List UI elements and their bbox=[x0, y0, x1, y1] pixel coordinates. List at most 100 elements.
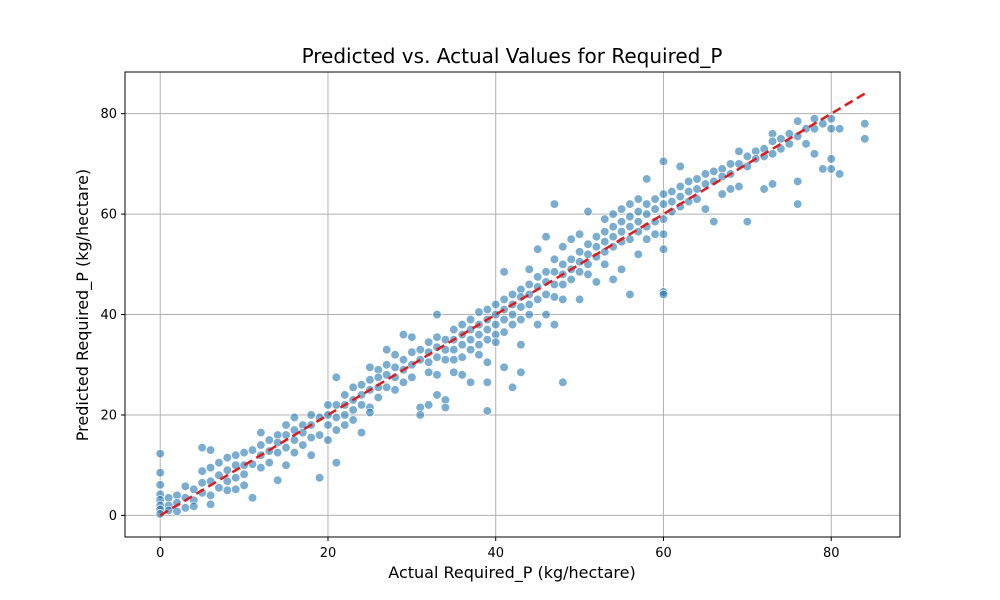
scatter-point bbox=[633, 216, 643, 227]
scatter-point bbox=[860, 119, 870, 129]
scatter-point bbox=[591, 232, 602, 242]
scatter-point bbox=[289, 435, 300, 445]
scatter-point bbox=[273, 447, 283, 458]
scatter-point bbox=[465, 314, 476, 325]
scatter-point bbox=[340, 410, 350, 420]
scatter-point bbox=[231, 473, 241, 483]
scatter-point bbox=[331, 400, 342, 410]
scatter-point bbox=[759, 184, 769, 194]
scatter-point bbox=[692, 184, 702, 194]
scatter-point bbox=[289, 447, 300, 458]
scatter-point bbox=[189, 501, 199, 512]
y-tick-label: 20 bbox=[100, 408, 117, 423]
x-axis-label: Actual Required_P (kg/hectare) bbox=[388, 563, 635, 583]
scatter-point bbox=[398, 377, 409, 387]
scatter-point bbox=[155, 468, 165, 478]
scatter-point bbox=[524, 299, 534, 310]
reference-line bbox=[159, 92, 866, 517]
scatter-point bbox=[449, 355, 459, 365]
scatter-point bbox=[398, 329, 409, 340]
scatter-point bbox=[491, 337, 501, 347]
scatter-point bbox=[700, 179, 711, 189]
scatter-point bbox=[767, 179, 778, 189]
scatter-point bbox=[625, 199, 635, 209]
scatter-point bbox=[474, 340, 484, 350]
scatter-point bbox=[306, 450, 316, 460]
scatter-point bbox=[709, 166, 719, 177]
scatter-point bbox=[591, 242, 602, 252]
y-tick-label: 40 bbox=[100, 308, 117, 323]
scatter-point bbox=[793, 131, 803, 141]
scatter-point bbox=[440, 402, 451, 413]
scatter-point bbox=[499, 314, 509, 325]
scatter-point bbox=[608, 274, 618, 285]
scatter-point bbox=[189, 484, 199, 494]
scatter-point bbox=[205, 445, 216, 455]
scatter-point bbox=[834, 169, 845, 179]
scatter-point bbox=[314, 473, 325, 483]
scatter-point bbox=[558, 294, 568, 305]
scatter-point bbox=[423, 337, 434, 347]
scatter-point bbox=[256, 463, 266, 473]
scatter-point bbox=[650, 194, 660, 204]
scatter-point bbox=[264, 458, 274, 468]
scatter-point bbox=[440, 355, 451, 365]
y-tick-label: 60 bbox=[100, 208, 117, 223]
scatter-point bbox=[658, 289, 669, 300]
scatter-point bbox=[507, 382, 518, 393]
scatter-point bbox=[507, 319, 518, 330]
scatter-point bbox=[675, 191, 685, 202]
scatter-point bbox=[625, 211, 635, 222]
scatter-point bbox=[323, 435, 333, 445]
scatter-point bbox=[533, 294, 543, 305]
scatter-point bbox=[826, 114, 836, 124]
scatter-point bbox=[642, 199, 652, 209]
scatter-point bbox=[222, 476, 232, 486]
scatter-point bbox=[306, 410, 316, 420]
scatter-point bbox=[642, 234, 652, 244]
scatter-point bbox=[616, 216, 627, 227]
y-tick-label: 80 bbox=[100, 107, 117, 122]
scatter-point bbox=[683, 186, 694, 197]
scatter-point bbox=[407, 332, 417, 342]
scatter-point bbox=[423, 400, 434, 410]
scatter-point bbox=[533, 319, 543, 330]
scatter-point bbox=[482, 304, 492, 315]
scatter-point bbox=[432, 390, 442, 400]
scatter-point bbox=[331, 372, 342, 382]
scatter-point bbox=[549, 267, 560, 277]
scatter-point bbox=[826, 154, 836, 164]
scatter-point bbox=[558, 279, 568, 290]
scatter-point bbox=[382, 370, 392, 380]
scatter-point bbox=[675, 161, 685, 172]
scatter-point bbox=[700, 204, 711, 214]
scatter-point bbox=[616, 227, 627, 237]
scatter-point bbox=[365, 407, 375, 418]
scatter-point bbox=[549, 199, 560, 209]
scatter-point bbox=[600, 247, 610, 257]
scatter-point bbox=[675, 181, 685, 192]
scatter-point bbox=[449, 345, 459, 355]
scatter-point bbox=[180, 481, 191, 491]
scatter-point bbox=[793, 176, 803, 187]
scatter-point bbox=[482, 406, 492, 416]
scatter-point bbox=[205, 490, 216, 500]
scatter-point bbox=[549, 292, 560, 302]
scatter-point bbox=[331, 412, 342, 423]
scatter-point bbox=[558, 259, 568, 269]
scatter-point bbox=[432, 309, 442, 320]
scatter-point bbox=[834, 124, 845, 134]
scatter-point bbox=[365, 375, 375, 385]
x-tick-label: 40 bbox=[487, 546, 504, 561]
scatter-point bbox=[507, 289, 518, 300]
scatter-point bbox=[197, 466, 207, 476]
scatter-point bbox=[256, 427, 266, 438]
scatter-point bbox=[356, 400, 367, 410]
scatter-point bbox=[281, 442, 291, 453]
scatter-point bbox=[818, 119, 828, 129]
scatter-point bbox=[465, 345, 476, 355]
scatter-point bbox=[482, 357, 492, 367]
scatter-point bbox=[566, 234, 576, 244]
scatter-point bbox=[516, 302, 526, 312]
